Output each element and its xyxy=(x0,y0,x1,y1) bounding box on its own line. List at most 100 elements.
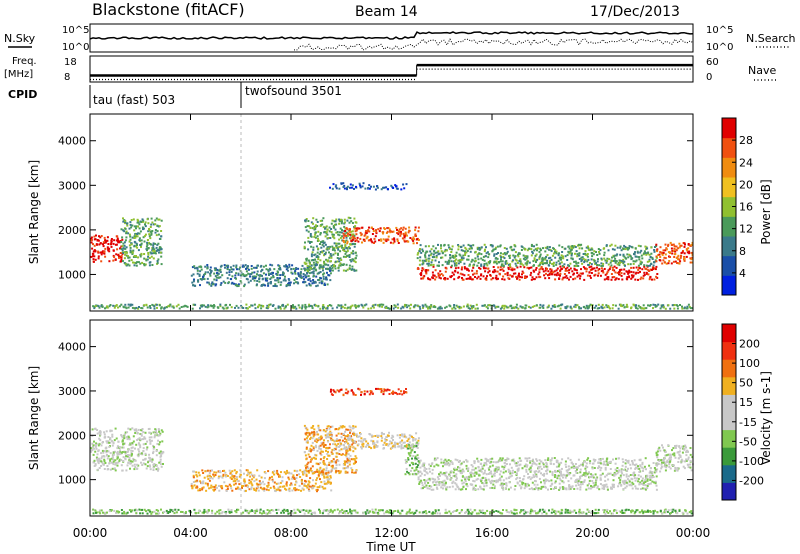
echo-cell xyxy=(325,231,328,234)
echo-cell xyxy=(530,254,533,257)
echo-cell xyxy=(501,260,504,263)
echo-cell xyxy=(108,462,111,465)
echo-cell xyxy=(127,306,130,309)
echo-cell xyxy=(677,262,680,265)
echo-cell xyxy=(448,463,451,466)
echo-cell xyxy=(343,241,346,243)
echo-cell xyxy=(542,270,545,273)
echo-cell xyxy=(143,253,146,255)
echo-cell xyxy=(624,248,627,251)
echo-cell xyxy=(484,248,486,251)
freq-frame xyxy=(89,55,694,83)
echo-cell xyxy=(155,468,158,471)
echo-cell xyxy=(160,230,163,232)
echo-cell xyxy=(300,268,303,271)
echo-cell xyxy=(564,255,567,258)
echo-cell xyxy=(335,231,338,234)
echo-cell xyxy=(561,303,564,306)
echo-cell xyxy=(119,451,122,454)
echo-cell xyxy=(316,449,319,452)
echo-cell xyxy=(354,251,357,254)
echo-cell xyxy=(632,274,635,277)
echo-cell xyxy=(160,248,163,251)
echo-cell xyxy=(628,245,631,248)
echo-cell xyxy=(111,435,114,438)
echo-cell xyxy=(522,271,525,274)
echo-cell xyxy=(435,486,438,489)
echo-cell xyxy=(327,471,330,474)
echo-cell xyxy=(327,305,330,307)
echo-cell xyxy=(622,258,625,261)
echo-cell xyxy=(685,248,688,251)
echo-cell xyxy=(577,265,580,267)
echo-cell xyxy=(230,487,233,490)
echo-cell xyxy=(345,441,348,443)
echo-cell xyxy=(140,242,143,245)
echo-cell xyxy=(326,307,329,310)
echo-cell xyxy=(409,237,412,239)
echo-cell xyxy=(442,274,445,277)
echo-cell xyxy=(370,307,373,310)
echo-cell xyxy=(305,448,308,450)
echo-cell xyxy=(244,489,247,492)
echo-cell xyxy=(91,428,94,431)
echo-cell xyxy=(472,479,475,482)
echo-cell xyxy=(149,226,152,228)
echo-cell xyxy=(378,239,380,242)
echo-cell xyxy=(337,253,339,256)
echo-cell xyxy=(253,489,256,491)
echo-cell xyxy=(227,281,230,284)
echo-cell xyxy=(389,231,392,234)
echo-cell xyxy=(542,304,545,307)
echo-cell xyxy=(382,390,385,393)
echo-cell xyxy=(279,307,282,310)
echo-cell xyxy=(307,278,310,281)
echo-cell xyxy=(588,304,591,307)
echo-cell xyxy=(305,229,308,232)
echo-cell xyxy=(569,267,572,270)
echo-cell xyxy=(562,276,565,279)
echo-cell xyxy=(517,307,520,310)
echo-cell xyxy=(545,262,548,265)
echo-cell xyxy=(614,261,617,264)
echo-cell xyxy=(328,251,330,254)
echo-cell xyxy=(146,258,149,261)
echo-cell xyxy=(309,460,312,463)
echo-cell xyxy=(261,274,263,277)
echo-cell xyxy=(323,476,326,479)
echo-cell xyxy=(90,447,93,450)
echo-cell xyxy=(141,428,144,430)
echo-cell xyxy=(347,446,350,449)
echo-cell xyxy=(623,255,626,258)
echo-cell xyxy=(424,252,427,254)
echo-cell xyxy=(144,225,147,228)
echo-cell xyxy=(217,477,220,480)
echo-cell xyxy=(593,267,596,270)
echo-cell xyxy=(102,463,105,466)
echo-cell xyxy=(335,184,338,187)
echo-cell xyxy=(424,481,427,483)
echo-cell xyxy=(406,440,409,442)
colorbar-segment xyxy=(722,275,736,296)
echo-cell xyxy=(504,305,507,308)
colorbar-segment xyxy=(722,216,736,237)
echo-cell xyxy=(326,233,329,236)
echo-cell xyxy=(126,438,129,441)
echo-cell xyxy=(111,444,114,447)
echo-cell xyxy=(332,183,335,186)
echo-cell xyxy=(267,481,270,484)
echo-cell xyxy=(286,469,288,472)
echo-cell xyxy=(99,432,102,435)
echo-cell xyxy=(334,439,337,442)
echo-cell xyxy=(97,255,100,258)
echo-cell xyxy=(412,455,415,457)
echo-cell xyxy=(404,473,407,476)
echo-cell xyxy=(149,440,152,443)
echo-cell xyxy=(464,478,467,481)
echo-cell xyxy=(103,468,106,470)
echo-cell xyxy=(639,267,641,270)
echo-cell xyxy=(329,279,332,282)
echo-cell xyxy=(123,251,126,254)
echo-cell xyxy=(655,243,658,246)
echo-cell xyxy=(643,250,646,253)
